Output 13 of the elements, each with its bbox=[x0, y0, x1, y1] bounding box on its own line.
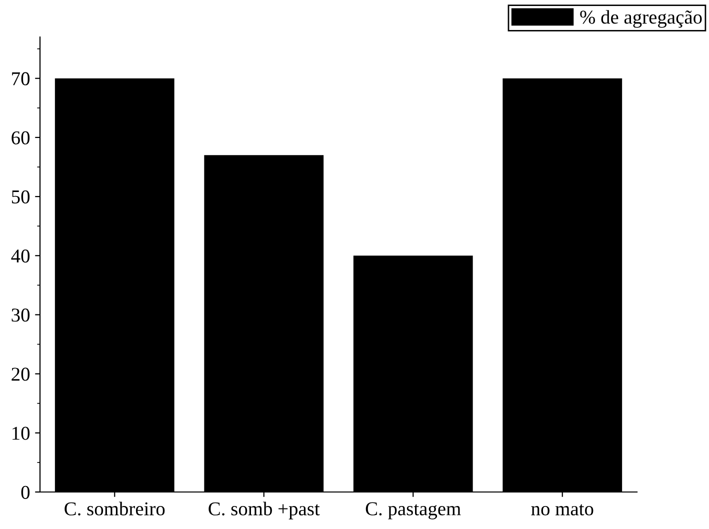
x-tick-label: C. somb +past bbox=[208, 502, 320, 520]
x-tick-label: C. pastagem bbox=[366, 502, 461, 520]
y-tick-label: 20 bbox=[12, 368, 30, 381]
legend-label: % de agregação bbox=[580, 10, 702, 28]
y-tick-label: 40 bbox=[11, 249, 30, 263]
y-tick-label: 60 bbox=[12, 131, 30, 144]
y-tick-label: 0 bbox=[21, 486, 30, 499]
x-tick-label: no mato bbox=[531, 504, 594, 516]
x-tick-label: C. sombreiro bbox=[64, 502, 165, 516]
y-tick-label: 70 bbox=[12, 72, 30, 86]
y-tick-label: 30 bbox=[12, 308, 30, 322]
y-tick-label: 10 bbox=[12, 426, 30, 440]
y-tick-label: 50 bbox=[12, 190, 30, 204]
